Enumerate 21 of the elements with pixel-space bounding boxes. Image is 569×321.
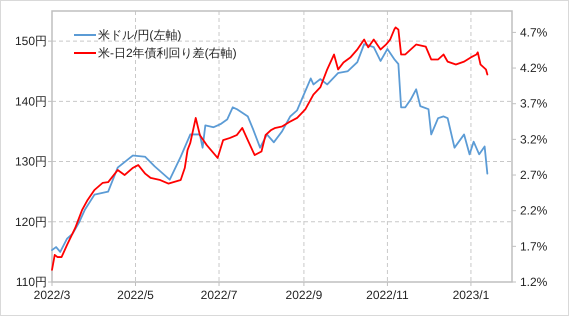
y2-tick-label: 4.2%	[520, 61, 548, 76]
y2-tick-label: 1.2%	[520, 275, 548, 289]
y-tick-label: 150円	[14, 34, 47, 48]
legend-label: 米-日2年債利回り差(右軸)	[98, 46, 237, 60]
y2-tick-label: 4.7%	[520, 25, 548, 40]
y2-tick-label: 2.7%	[520, 168, 548, 182]
x-tick-label: 2022/11	[366, 288, 409, 302]
y-tick-label: 110円	[16, 275, 47, 289]
y2-tick-label: 2.2%	[520, 204, 548, 218]
y-tick-label: 120円	[14, 214, 47, 229]
y-tick-label: 130円	[14, 154, 47, 169]
x-tick-label: 2022/9	[286, 288, 323, 302]
y-tick-label: 140円	[14, 94, 47, 108]
x-tick-label: 2022/5	[117, 288, 154, 302]
x-tick-label: 2022/7	[200, 288, 238, 302]
y2-tick-label: 3.7%	[520, 96, 548, 111]
x-tick-label: 2023/1	[452, 288, 490, 302]
legend-label: 米ドル/円(左軸)	[98, 28, 182, 42]
y2-tick-label: 1.7%	[520, 239, 548, 254]
x-tick-label: 2022/3	[34, 288, 71, 302]
y2-tick-label: 3.2%	[520, 132, 548, 146]
